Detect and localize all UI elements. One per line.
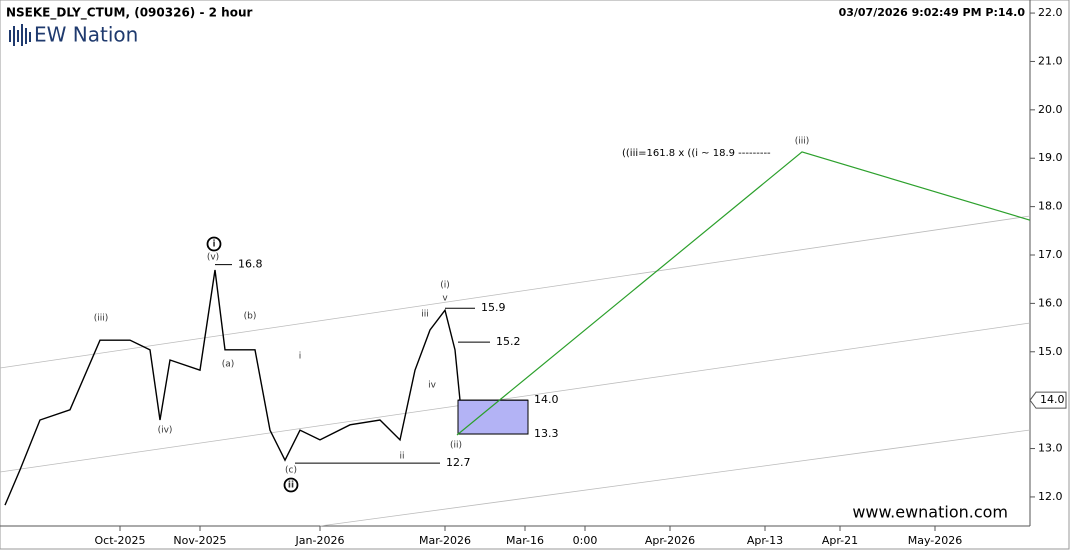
- channel-line: [0, 215, 1031, 369]
- x-tick-label: Nov-2025: [173, 534, 226, 547]
- y-tick-label: 16.0: [1038, 296, 1063, 309]
- level-label: 13.3: [534, 427, 559, 440]
- wave-label: (c): [285, 466, 297, 476]
- logo-bar: [21, 24, 23, 46]
- wave-label: (iv): [158, 426, 173, 436]
- series-line: [456, 151, 1031, 436]
- wave-label: (a): [222, 360, 235, 370]
- wave-label: (iii): [94, 314, 109, 324]
- wave-label: iv: [428, 381, 437, 391]
- timestamp: 03/07/2026 9:02:49 PM P:14.0: [839, 6, 1026, 19]
- y-tick-label: 13.0: [1038, 442, 1063, 455]
- wave-label: (i): [440, 281, 450, 291]
- logo-bar: [29, 32, 31, 42]
- x-tick-label: Apr-13: [747, 534, 783, 547]
- x-tick-label: Apr-2026: [645, 534, 695, 547]
- chart-title: NSEKE_DLY_CTUM, (090326) - 2 hour: [6, 6, 252, 21]
- y-tick-label: 18.0: [1038, 200, 1063, 213]
- x-tick-label: Oct-2025: [95, 534, 146, 547]
- channel-line: [0, 322, 1031, 473]
- level-label: 15.9: [481, 301, 506, 314]
- y-tick-label: 22.0: [1038, 6, 1063, 19]
- x-tick-label: Apr-21: [822, 534, 858, 547]
- y-tick-label: 19.0: [1038, 151, 1063, 164]
- wave-label: (b): [244, 312, 257, 322]
- channel-line: [319, 429, 1031, 527]
- wave-label: i: [212, 240, 215, 250]
- y-tick-label: 20.0: [1038, 103, 1063, 116]
- level-label: 12.7: [446, 456, 471, 469]
- logo-icon: [9, 24, 31, 46]
- x-tick-label: Jan-2026: [295, 534, 345, 547]
- logo-bar: [9, 30, 11, 42]
- level-label: 15.2: [496, 335, 521, 348]
- x-tick-label: Mar-16: [506, 534, 544, 547]
- y-tick-label: 12.0: [1038, 490, 1063, 503]
- wave-label: (v): [207, 253, 219, 263]
- wave-label: ii: [288, 481, 294, 491]
- projection-note: ((iii=161.8 x ((i ~ 18.9 ---------: [622, 148, 771, 159]
- wave-label: v: [442, 294, 448, 304]
- series-line: [4, 269, 461, 506]
- logo-bar: [25, 28, 27, 44]
- x-tick-label: 0:00: [573, 534, 598, 547]
- wave-circle: [283, 477, 299, 493]
- wave-label: i: [299, 352, 302, 362]
- x-tick-label: Mar-2026: [419, 534, 471, 547]
- wave-label: iii: [421, 310, 429, 320]
- y-tick-label: 15.0: [1038, 345, 1063, 358]
- x-tick-label: May-2026: [908, 534, 963, 547]
- channel-lines: [0, 215, 1031, 527]
- price-tag: [1029, 391, 1067, 409]
- level-label: 14.0: [534, 393, 559, 406]
- wave-label: (iii): [795, 137, 810, 147]
- wave-label: (ii): [450, 441, 462, 451]
- y-tick-label: 17.0: [1038, 248, 1063, 261]
- logo-text: EW Nation: [34, 23, 138, 47]
- y-tick-label: 21.0: [1038, 54, 1063, 67]
- level-label: 16.8: [238, 258, 263, 271]
- logo-bar: [13, 26, 15, 46]
- logo-bar: [17, 30, 19, 42]
- wave-label: ii: [399, 452, 404, 462]
- watermark: www.ewnation.com: [852, 503, 1008, 522]
- price-tag-label: 14.0: [1040, 393, 1065, 406]
- wave-circle: [206, 236, 222, 252]
